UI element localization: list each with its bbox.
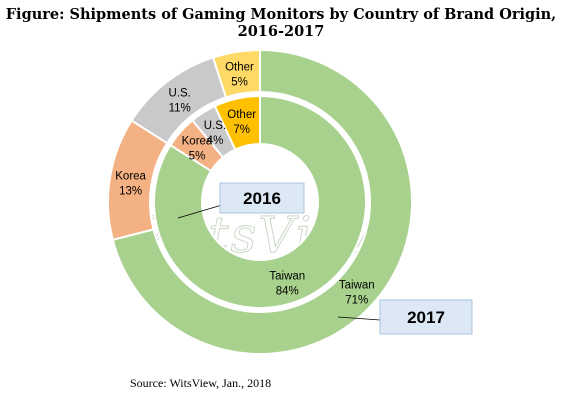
slice-label-2017-us: U.S. 11% xyxy=(169,87,191,114)
legend-box-2016 xyxy=(219,182,305,214)
slice-label-2016-other: Other 7% xyxy=(227,109,256,136)
slice-2017-taiwan xyxy=(111,48,413,355)
slice-label-2017-other: Other 5% xyxy=(225,62,254,89)
slice-2016-other xyxy=(213,94,261,151)
callout-line-2017 xyxy=(337,316,381,321)
slice-label-2016-taiwan: Taiwan 84% xyxy=(269,270,305,297)
source-note: Source: WitsView, Jan., 2018 xyxy=(130,376,272,390)
legend-label-2016: 2016 xyxy=(243,189,281,208)
slice-label-2016-us: U.S. 4% xyxy=(204,120,226,147)
labels-group: Taiwan 84% Korea 5%U.S. 4%Other 7% Taiwan 71% Ko… xyxy=(115,62,374,307)
slice-2017-other xyxy=(211,48,261,99)
slice-label-2016-korea: Korea 5% xyxy=(182,135,213,162)
slice-label-2017-taiwan: Taiwan 71% xyxy=(339,279,375,306)
callouts-group: 2016 2017 xyxy=(177,182,473,335)
slices-group xyxy=(107,48,413,355)
slice-2016-taiwan xyxy=(153,94,367,309)
legend-label-2017: 2017 xyxy=(407,308,445,327)
chart-title: Figure: Shipments of Gaming Monitors by … xyxy=(5,6,557,40)
slice-label-2017-korea: Korea 13% xyxy=(115,171,146,198)
callout-line-2016 xyxy=(177,204,223,219)
legend-box-2017 xyxy=(379,299,473,335)
